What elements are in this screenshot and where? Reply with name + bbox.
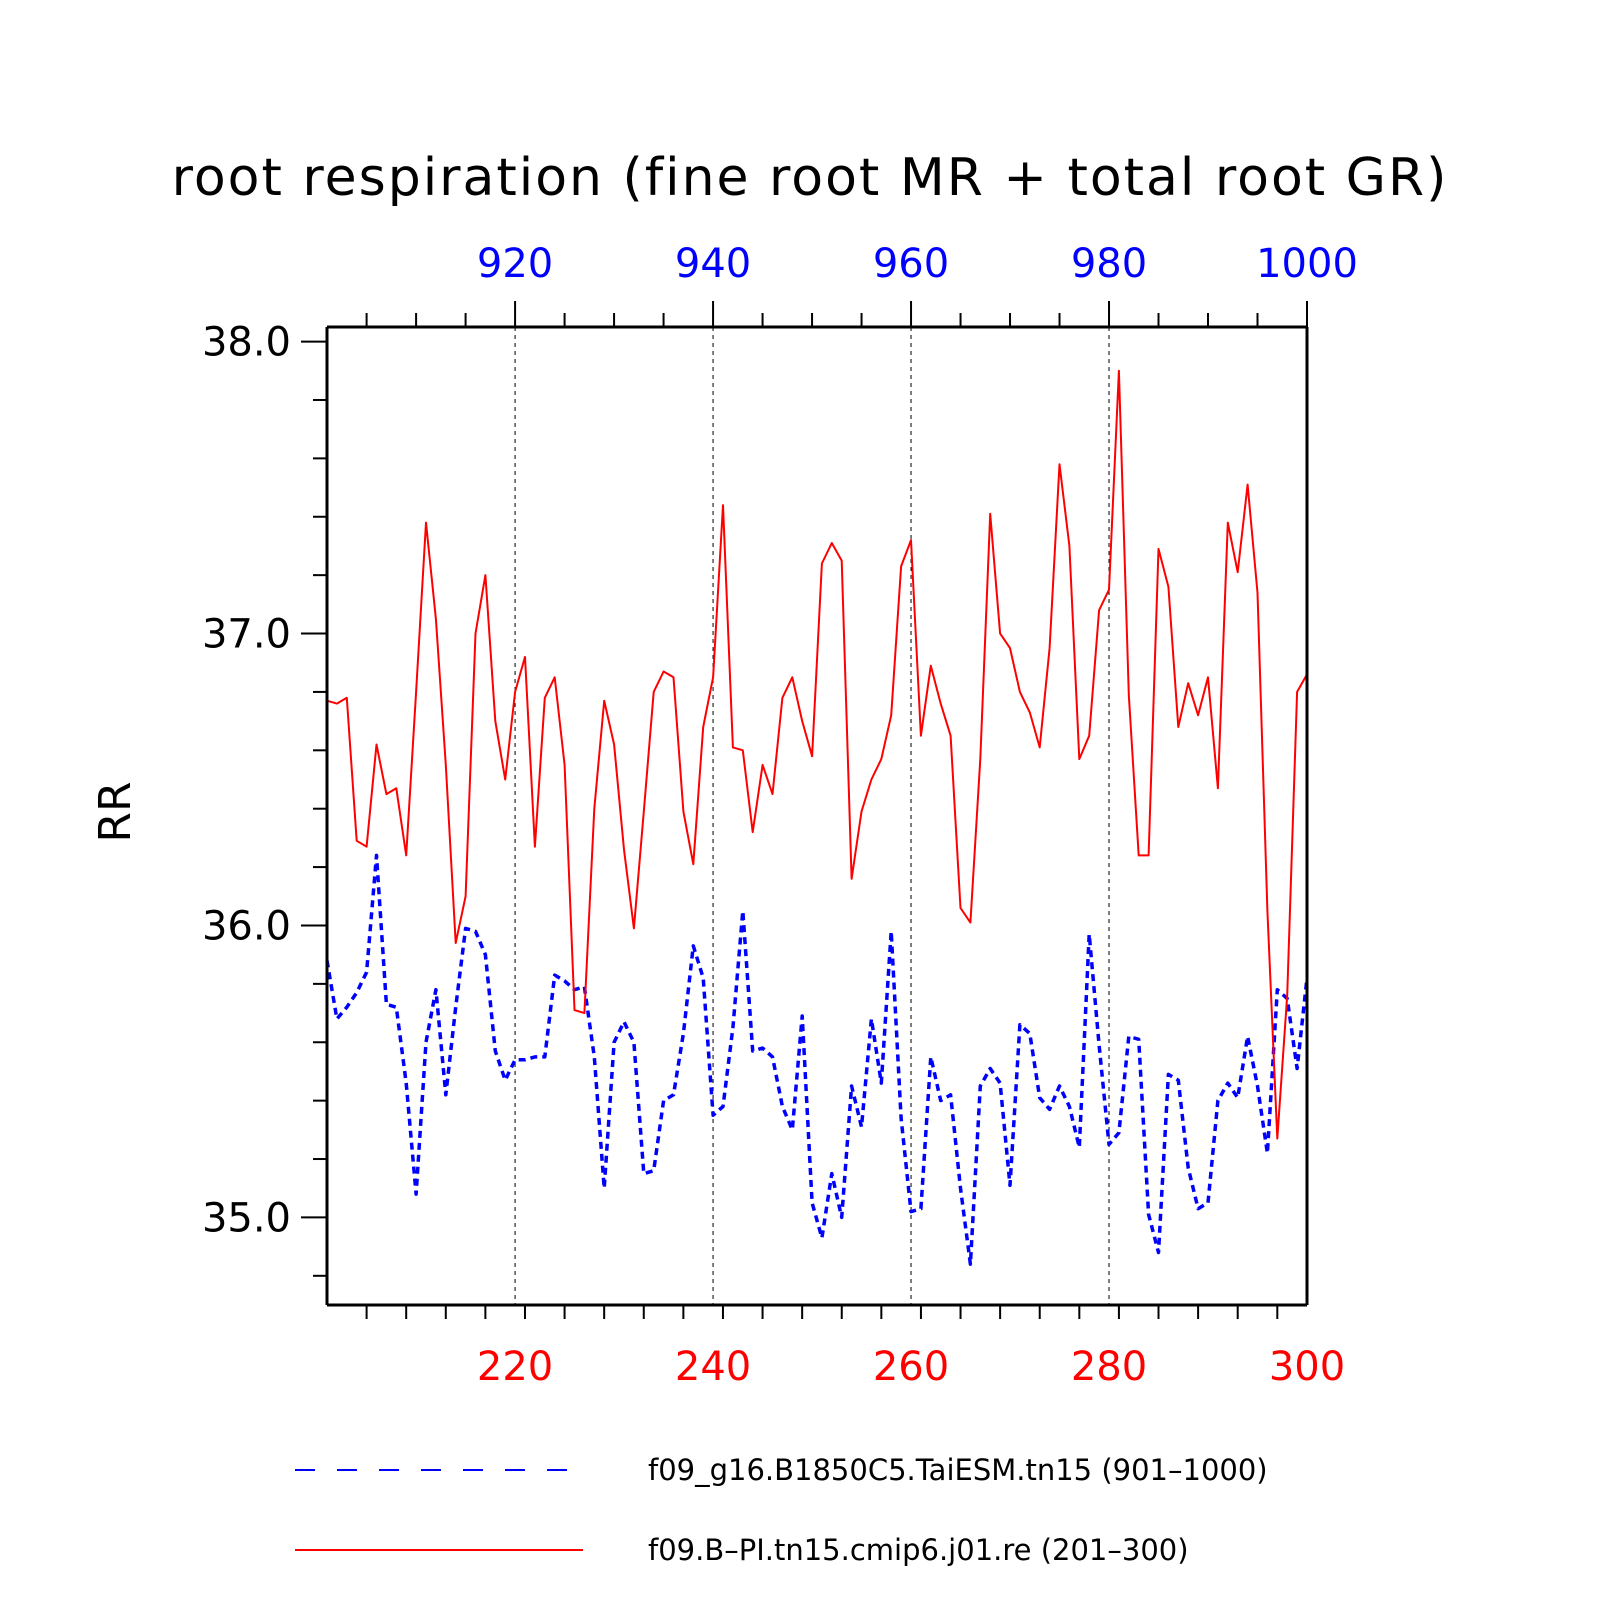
bottom-tick-label: 260: [873, 1344, 949, 1390]
y-tick-label: 36.0: [202, 903, 291, 949]
vertical-grid-lines: [514, 327, 1110, 1305]
bottom-tick-label: 300: [1269, 1344, 1345, 1390]
legend-label-1: f09.B–PI.tn15.cmip6.j01.re (201–300): [648, 1533, 1189, 1567]
top-tick-label: 940: [675, 241, 751, 287]
top-tick-label: 1000: [1256, 241, 1358, 287]
top-tick-label: 920: [477, 241, 553, 287]
series-lines: [325, 369, 1309, 1266]
axes: 35.0 36.0 37.0 38.0 220 240 260 280 300 920 940 960…: [202, 241, 1358, 1390]
top-tick-label: 960: [873, 241, 949, 287]
chart-title: root respiration (fine root MR + total r…: [172, 148, 1449, 208]
series-line-0: [325, 853, 1309, 1266]
y-tick-label: 37.0: [202, 612, 291, 658]
legend: f09_g16.B1850C5.TaiESM.tn15 (901–1000) f0…: [295, 1453, 1268, 1567]
series-line-1: [326, 369, 1308, 1140]
bottom-tick-label: 240: [675, 1344, 751, 1390]
bottom-tick-label: 280: [1071, 1344, 1147, 1390]
y-axis-label: RR: [90, 781, 141, 842]
y-tick-label: 35.0: [202, 1195, 291, 1241]
bottom-tick-label: 220: [477, 1344, 553, 1390]
y-tick-label: 38.0: [202, 320, 291, 366]
top-tick-label: 980: [1071, 241, 1147, 287]
legend-label-0: f09_g16.B1850C5.TaiESM.tn15 (901–1000): [648, 1453, 1268, 1487]
